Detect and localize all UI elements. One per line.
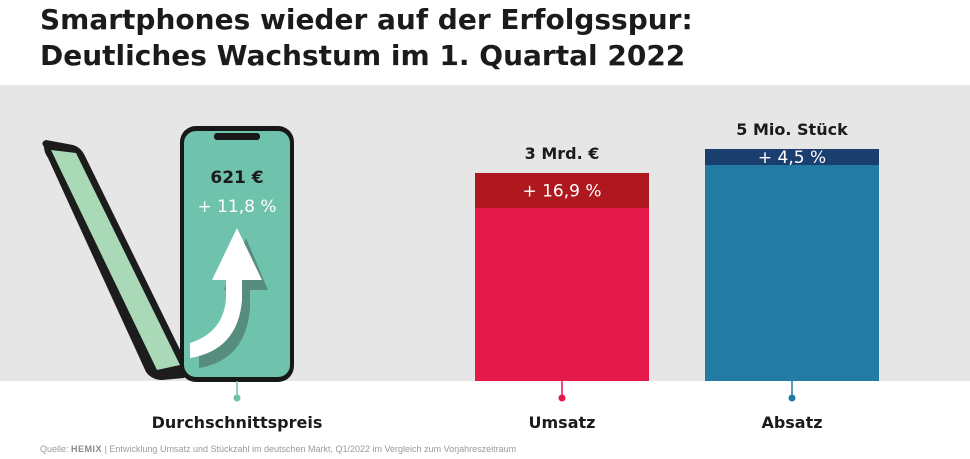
bar-base-absatz [705, 165, 879, 381]
marker-dot-absatz [788, 394, 796, 402]
source-note: Quelle: HEMIX | Entwicklung Umsatz und S… [40, 444, 516, 454]
growth-label-umsatz: + 16,9 % [522, 182, 601, 202]
title-line-1: Smartphones wieder auf der Erfolgsspur: [40, 3, 693, 36]
growth-label-absatz: + 4,5 % [758, 148, 826, 168]
value-label-durchschnittspreis: 621 € [210, 168, 263, 188]
bar-growth-umsatz [475, 173, 649, 208]
labels-layer: 621 € + 11,8 % Durchschnittspreis + 16,9 % 3… [152, 120, 848, 432]
bar-base-umsatz [475, 208, 649, 381]
category-label-absatz: Absatz [761, 413, 822, 432]
phone-notch [214, 133, 260, 140]
source-brand-logo: HEMIX [71, 444, 103, 454]
value-label-absatz: 5 Mio. Stück [736, 120, 848, 139]
tilted-phone-screen [51, 150, 180, 370]
category-label-durchschnittspreis: Durchschnittspreis [152, 413, 323, 432]
category-label-umsatz: Umsatz [529, 413, 596, 432]
bars-layer [475, 149, 879, 381]
value-label-umsatz: 3 Mrd. € [525, 144, 600, 163]
marker-dot-durchschnittspreis [233, 394, 241, 402]
title-line-2: Deutliches Wachstum im 1. Quartal 2022 [40, 39, 686, 72]
source-prefix: Quelle: [40, 444, 69, 454]
growth-label-durchschnittspreis: + 11,8 % [197, 197, 276, 217]
marker-dot-umsatz [558, 394, 566, 402]
chart-title: Smartphones wieder auf der Erfolgsspur: … [40, 2, 940, 74]
bar-growth-absatz [705, 149, 879, 165]
smartphone-illustration [42, 126, 294, 382]
source-text: | Entwicklung Umsatz und Stückzahl im de… [104, 444, 517, 454]
growth-arrow-icon [190, 228, 262, 358]
